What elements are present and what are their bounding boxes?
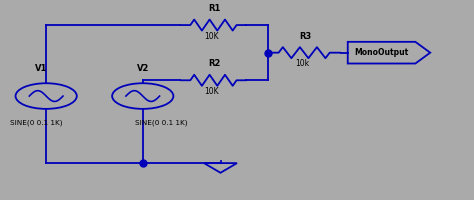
Text: R2: R2	[209, 59, 221, 68]
Text: 10K: 10K	[204, 87, 219, 96]
Text: SINE(0 0.1 1K): SINE(0 0.1 1K)	[136, 120, 188, 126]
Text: MonoOutput: MonoOutput	[355, 48, 409, 57]
Text: 10k: 10k	[295, 59, 309, 68]
Text: SINE(0 0.1 1K): SINE(0 0.1 1K)	[10, 120, 63, 126]
Text: V2: V2	[137, 64, 149, 73]
Text: R3: R3	[300, 32, 312, 41]
Text: 10K: 10K	[204, 32, 219, 41]
Text: V1: V1	[35, 64, 47, 73]
Text: R1: R1	[209, 4, 221, 13]
